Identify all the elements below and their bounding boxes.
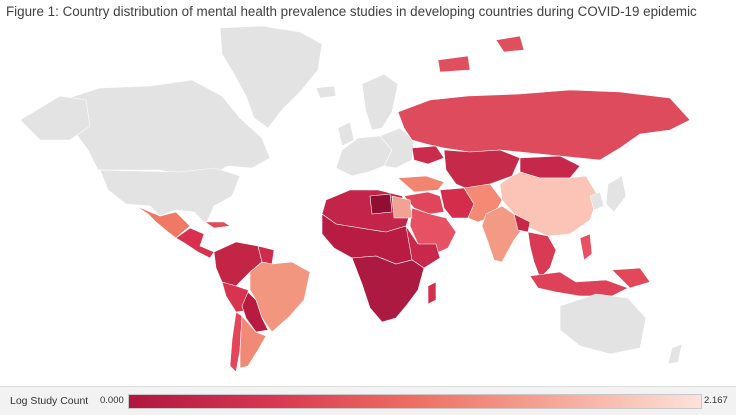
region-iceland: [315, 85, 337, 99]
figure-title: Figure 1: Country distribution of mental…: [6, 4, 697, 19]
region-bolivia: [241, 291, 269, 333]
region-kazakhstan: [443, 149, 521, 191]
world-map[interactable]: [0, 22, 736, 380]
region-cuba: [204, 221, 231, 229]
legend-color-ramp: [128, 394, 702, 409]
region-new-zealand: [667, 343, 683, 365]
region-japan: [605, 175, 627, 213]
region-libya: [369, 193, 393, 215]
region-uk: [337, 121, 355, 147]
region-india: [481, 205, 527, 263]
legend-min-label: 0.000: [100, 395, 124, 406]
region-ukraine: [411, 145, 445, 165]
region-papua: [611, 267, 651, 289]
region-russia: [397, 89, 691, 161]
region-australia: [559, 293, 647, 355]
region-southern-africa: [351, 255, 425, 323]
region-usa: [99, 167, 241, 225]
region-indonesia: [529, 271, 629, 297]
region-alaska: [19, 95, 91, 141]
region-southeast-asia: [527, 231, 557, 279]
region-philippines: [579, 233, 593, 261]
region-eastern-europe: [379, 127, 415, 169]
legend-max-label: 2.167: [704, 395, 728, 406]
region-canada: [61, 79, 271, 177]
region-egypt: [391, 195, 413, 219]
region-russia-islands: [437, 35, 525, 73]
region-middle-east: [403, 191, 445, 215]
region-korea: [589, 191, 605, 211]
region-argentina: [239, 315, 267, 369]
legend-title: Log Study Count: [10, 395, 89, 407]
region-turkey: [397, 175, 445, 193]
color-legend: Log Study Count 0.000 2.167: [0, 386, 736, 415]
region-madagascar: [427, 281, 437, 305]
region-scandinavia: [361, 73, 399, 131]
region-greenland: [219, 25, 323, 129]
region-brazil: [249, 261, 311, 333]
